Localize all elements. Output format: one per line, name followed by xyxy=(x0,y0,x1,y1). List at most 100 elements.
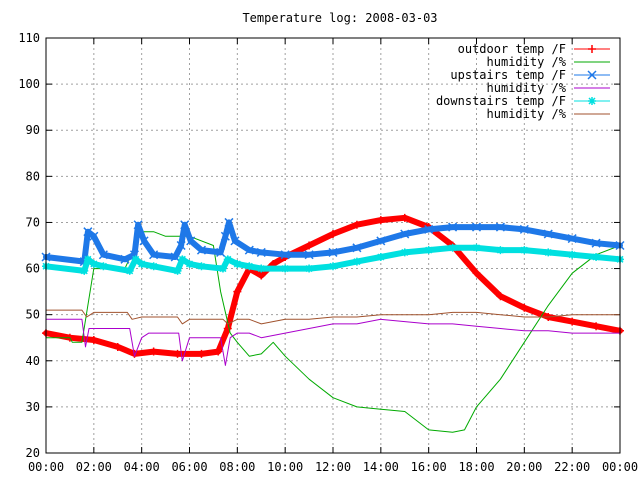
point-marker xyxy=(220,231,230,241)
point-marker xyxy=(173,266,182,275)
point-marker xyxy=(304,250,314,260)
point-marker xyxy=(588,45,596,53)
point-marker xyxy=(230,236,240,246)
point-marker xyxy=(328,247,338,257)
point-marker xyxy=(592,322,601,331)
point-marker xyxy=(214,347,223,356)
point-marker xyxy=(305,264,314,273)
y-tick-label: 50 xyxy=(26,308,40,322)
y-tick-label: 30 xyxy=(26,400,40,414)
y-tick-label: 60 xyxy=(26,262,40,276)
point-marker xyxy=(257,264,266,273)
point-marker xyxy=(98,250,108,260)
legend-label: upstairs temp /F xyxy=(450,68,566,82)
point-marker xyxy=(80,266,89,275)
x-tick-label: 06:00 xyxy=(171,460,207,474)
point-marker xyxy=(125,266,134,275)
point-marker xyxy=(218,264,227,273)
series-humidity xyxy=(45,318,621,366)
point-marker xyxy=(99,262,108,271)
legend-label: humidity /% xyxy=(487,81,567,95)
y-axis-ticks: 20 30 40 50 60 70 80 90 100 110 xyxy=(18,31,620,460)
point-marker xyxy=(471,222,482,232)
point-marker xyxy=(496,292,505,301)
point-marker xyxy=(131,255,140,264)
point-marker xyxy=(120,254,130,264)
point-marker xyxy=(305,241,314,250)
x-tick-label: 08:00 xyxy=(219,460,255,474)
point-marker xyxy=(139,236,149,246)
legend-label: outdoor temp /F xyxy=(458,42,566,56)
point-marker xyxy=(113,342,122,351)
point-marker xyxy=(376,236,386,246)
point-marker xyxy=(149,262,158,271)
legend-label: humidity /% xyxy=(487,107,567,121)
y-tick-label: 100 xyxy=(18,77,40,91)
y-tick-label: 40 xyxy=(26,354,40,368)
point-marker xyxy=(178,255,187,264)
x-tick-label: 00:00 xyxy=(28,460,64,474)
x-tick-label: 20:00 xyxy=(506,460,542,474)
point-marker xyxy=(520,303,529,312)
x-tick-label: 02:00 xyxy=(76,460,112,474)
point-marker xyxy=(543,229,553,239)
x-tick-label: 10:00 xyxy=(267,460,303,474)
y-tick-label: 80 xyxy=(26,169,40,183)
point-marker xyxy=(400,229,410,239)
point-marker xyxy=(149,250,159,260)
series-layer xyxy=(41,213,625,433)
x-tick-label: 00:00 xyxy=(602,460,638,474)
point-marker xyxy=(400,248,409,257)
point-marker xyxy=(89,259,98,268)
point-marker xyxy=(520,246,529,255)
x-tick-label: 18:00 xyxy=(458,460,494,474)
point-marker xyxy=(376,253,385,262)
point-marker xyxy=(591,238,601,248)
point-marker xyxy=(173,349,182,358)
grid-lines xyxy=(46,38,620,453)
point-marker xyxy=(180,220,190,230)
legend-label: humidity /% xyxy=(487,55,567,69)
point-marker xyxy=(223,255,232,264)
point-marker xyxy=(133,220,143,230)
x-tick-label: 04:00 xyxy=(124,460,160,474)
point-marker xyxy=(568,250,577,259)
point-marker xyxy=(233,259,242,268)
point-marker xyxy=(185,259,194,268)
y-tick-label: 70 xyxy=(26,215,40,229)
point-marker xyxy=(137,259,146,268)
series-downstairs-temp-f xyxy=(42,243,624,275)
point-marker xyxy=(244,245,254,255)
x-axis-ticks: 00:00 02:00 04:00 06:00 08:00 10:00 12:00 14:00… xyxy=(28,38,638,474)
point-marker xyxy=(424,224,434,234)
point-marker xyxy=(83,227,93,237)
point-marker xyxy=(472,243,481,252)
x-tick-label: 22:00 xyxy=(554,460,590,474)
point-marker xyxy=(149,347,158,356)
point-marker xyxy=(280,250,290,260)
point-marker xyxy=(496,246,505,255)
point-marker xyxy=(448,222,458,232)
point-marker xyxy=(170,252,180,262)
point-marker xyxy=(186,236,196,246)
point-marker xyxy=(216,247,226,257)
series-outdoor-temp-f xyxy=(42,213,624,358)
point-marker xyxy=(176,240,186,251)
point-marker xyxy=(352,220,361,229)
point-marker xyxy=(544,248,553,257)
point-marker xyxy=(424,246,433,255)
chart-title: Temperature log: 2008-03-03 xyxy=(242,11,437,25)
point-marker xyxy=(256,247,266,257)
point-marker xyxy=(472,269,481,278)
point-marker xyxy=(224,217,234,227)
point-marker xyxy=(281,264,290,273)
point-marker xyxy=(352,243,362,253)
point-marker xyxy=(223,324,232,333)
x-tick-label: 16:00 xyxy=(411,460,447,474)
point-marker xyxy=(329,229,337,238)
point-marker xyxy=(448,243,457,252)
point-marker xyxy=(376,216,385,225)
point-marker xyxy=(329,262,337,271)
